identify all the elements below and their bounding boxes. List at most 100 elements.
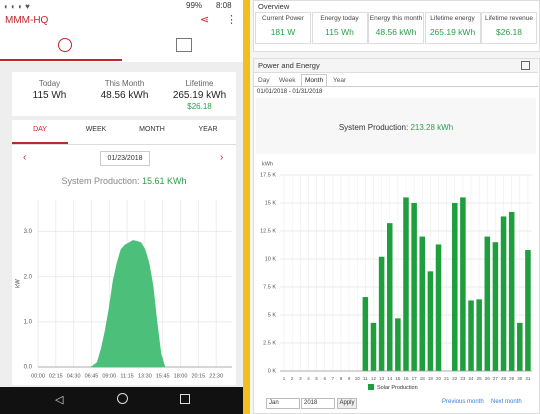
tab[interactable]: DAY (33, 126, 47, 133)
y-tick-label: 0 K (268, 368, 277, 374)
panel-header (254, 59, 538, 73)
overview-card (311, 12, 368, 44)
prev-day[interactable]: ‹ (23, 152, 27, 163)
x-tick-label: 12 (371, 376, 377, 381)
year-select[interactable]: 2018 (301, 398, 335, 409)
status-icons: ◐ ◐ ◐ ♥ (4, 2, 30, 11)
bar (427, 271, 434, 371)
x-tick-label: 10 (355, 376, 361, 381)
summary-revenue: $26.18 (187, 102, 212, 111)
x-tick-label: 18 (420, 376, 426, 381)
tab[interactable]: WEEK (85, 126, 107, 133)
previous-link[interactable]: Previous month (442, 399, 484, 405)
x-tick-label: 18:00 (174, 373, 188, 379)
recents-button[interactable] (180, 394, 190, 404)
summary-value: 115 Wh (32, 90, 67, 101)
next-day[interactable]: › (220, 152, 224, 163)
date-field[interactable]: 01/23/2018 (100, 151, 150, 166)
x-tick-label: 00:00 (31, 373, 45, 379)
divider (243, 0, 250, 414)
x-tick-label: 6 (323, 376, 326, 381)
summary-card (12, 72, 236, 116)
y-tick-label: 5 K (268, 312, 277, 318)
summary-value: 265.19 kWh (172, 90, 227, 101)
x-tick-label: 13 (379, 376, 385, 381)
x-tick-label: 22 (452, 376, 458, 381)
card-value: 48.56 kWh (375, 27, 417, 37)
month-select[interactable]: Jan (266, 398, 300, 409)
menu-button[interactable]: ⋮ (226, 14, 237, 26)
bar (492, 242, 499, 371)
tab[interactable]: YEAR (198, 126, 218, 133)
x-tick-label: 06:45 (85, 373, 99, 379)
date-range: 01/01/2018 - 01/31/2018 (257, 89, 323, 95)
x-tick-label: 19 (428, 376, 434, 381)
x-tick-label: 23 (460, 376, 466, 381)
share-button[interactable]: ⋖ (200, 14, 210, 26)
production-value: 15.61 KWh (142, 176, 187, 186)
x-tick-label: 11:15 (120, 373, 133, 379)
y-tick-label: 10 K (265, 256, 277, 262)
production-label: System Production: (338, 123, 409, 132)
layout-tab[interactable] (176, 38, 192, 52)
home-button[interactable] (117, 393, 128, 404)
card-value: $26.18 (496, 27, 522, 37)
y-tick-label: 15 K (265, 200, 277, 206)
bar (500, 216, 507, 371)
tab[interactable]: Month (301, 74, 328, 86)
x-tick-label: 3 (299, 376, 302, 381)
tab-indicator (0, 59, 122, 61)
panel-title: Power and Energy (258, 61, 320, 70)
y-tick-label: 7.5 K (263, 284, 276, 290)
divider (12, 144, 236, 145)
x-tick-label: 21 (444, 376, 450, 381)
x-tick-label: 16 (403, 376, 409, 381)
y-axis-label: kWh (262, 161, 273, 167)
x-tick-label: 20 (436, 376, 442, 381)
dashboard-tab[interactable] (58, 38, 72, 52)
card-label: Energy today (320, 15, 359, 22)
tab[interactable]: Week (279, 77, 296, 84)
x-tick-label: 9 (348, 376, 351, 381)
x-tick-label: 31 (525, 376, 531, 381)
back-button[interactable]: ◁ (55, 394, 64, 406)
x-tick-label: 29 (509, 376, 515, 381)
overview-card (424, 12, 481, 44)
x-tick-label: 02:15 (49, 373, 63, 379)
y-tick-label: 1.0 (24, 319, 33, 325)
bar (468, 300, 474, 371)
bar (452, 203, 458, 371)
x-tick-label: 15 (395, 376, 401, 381)
x-tick-label: 8 (340, 376, 343, 381)
x-tick-label: 26 (485, 376, 491, 381)
overview-title: Overview (258, 2, 290, 11)
x-tick-label: 11 (363, 376, 368, 381)
app-bar (0, 0, 243, 62)
bar (435, 244, 442, 371)
bar (378, 256, 385, 371)
x-tick-label: 22:30 (209, 373, 223, 379)
production-label: System Production: (61, 176, 140, 186)
overview-card (255, 12, 311, 44)
y-tick-label: 2.5 K (263, 340, 276, 346)
x-tick-label: 7 (332, 376, 335, 381)
next-link[interactable]: Next month (491, 399, 522, 405)
summary-label: Today (38, 79, 61, 88)
apply-button[interactable]: Apply (337, 398, 357, 409)
tab[interactable]: Day (258, 77, 270, 84)
bar (508, 211, 515, 371)
x-tick-label: 09:00 (102, 373, 116, 379)
card-label: Energy this month (369, 15, 423, 22)
x-tick-label: 5 (315, 376, 318, 381)
card-label: Lifetime revenue (484, 15, 534, 22)
x-tick-label: 4 (307, 376, 310, 381)
tab[interactable]: MONTH (139, 126, 165, 133)
card-value: 181 W (270, 27, 296, 37)
tab[interactable]: Year (333, 77, 347, 84)
export-button[interactable] (521, 61, 530, 70)
production: System Production: 213.28 kWh (256, 123, 536, 132)
clock: 8:08 (216, 1, 232, 10)
y-tick-label: 0.0 (24, 365, 33, 371)
